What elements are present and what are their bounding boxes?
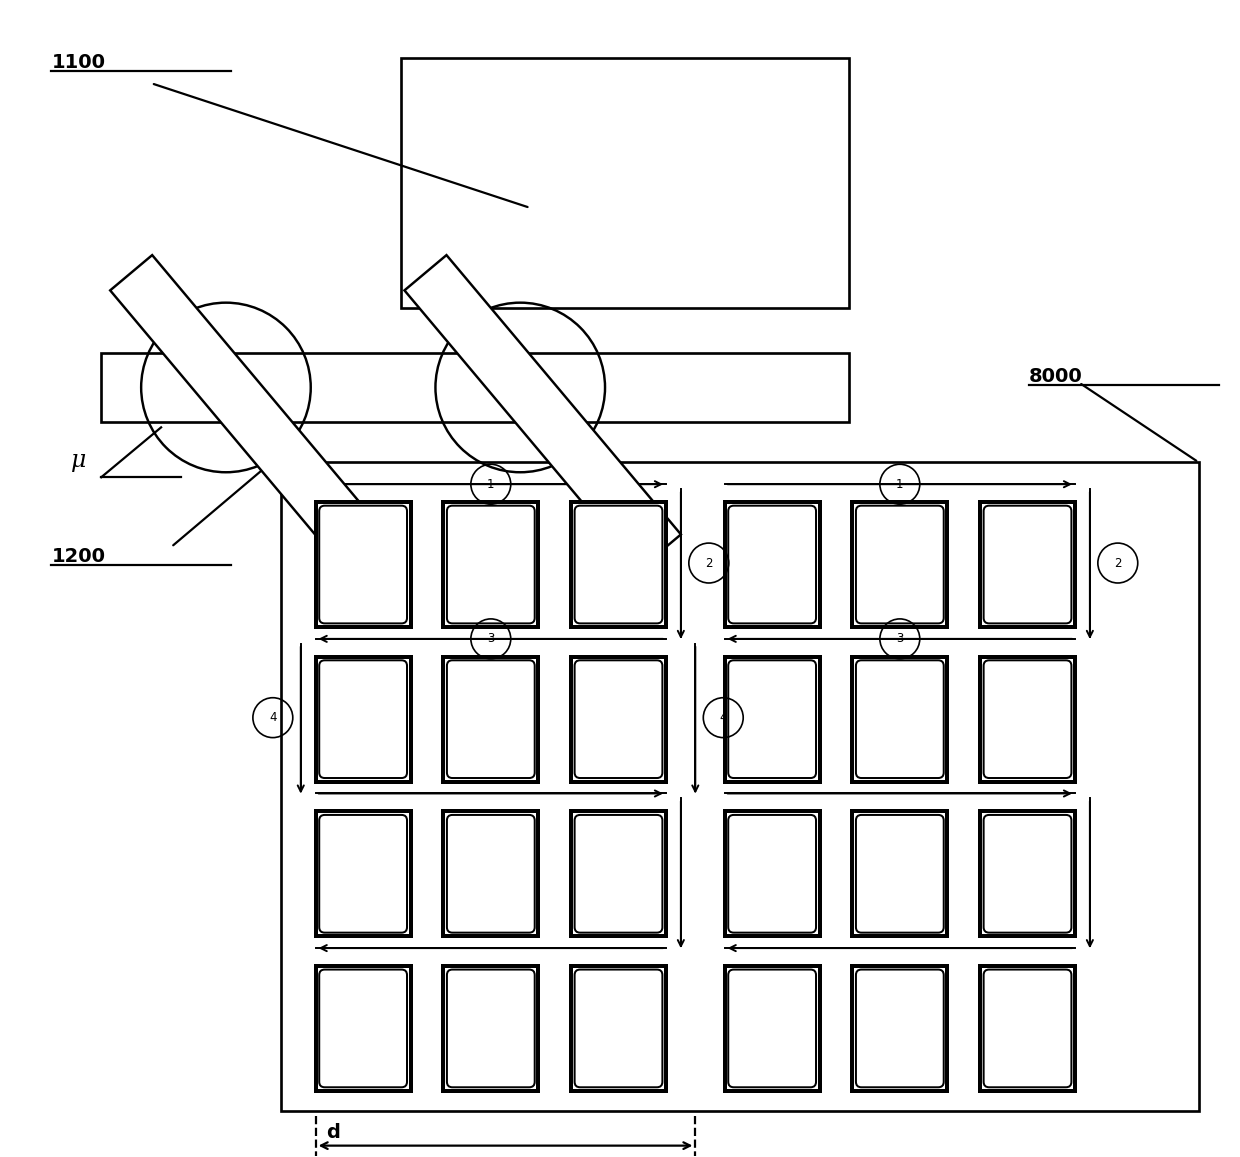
Bar: [316, 811, 410, 936]
Text: 1200: 1200: [51, 547, 105, 566]
Polygon shape: [404, 255, 681, 569]
Bar: [724, 811, 820, 936]
Bar: [444, 966, 538, 1091]
Bar: [401, 58, 849, 308]
Bar: [572, 657, 666, 781]
Bar: [316, 502, 410, 627]
Text: 1: 1: [487, 478, 495, 491]
Text: 4: 4: [719, 712, 727, 724]
Bar: [852, 811, 947, 936]
Bar: [724, 966, 820, 1091]
Bar: [852, 657, 947, 781]
Text: 3: 3: [897, 633, 904, 646]
Bar: [724, 657, 820, 781]
Text: 3: 3: [487, 633, 495, 646]
Bar: [852, 502, 947, 627]
Text: 8000: 8000: [1029, 368, 1083, 386]
Bar: [316, 966, 410, 1091]
Bar: [316, 657, 410, 781]
Bar: [572, 502, 666, 627]
Bar: [980, 657, 1075, 781]
Bar: [852, 966, 947, 1091]
Bar: [980, 502, 1075, 627]
Text: μ: μ: [72, 449, 87, 472]
Bar: [102, 353, 849, 422]
Text: 4: 4: [269, 712, 277, 724]
Bar: [280, 463, 1199, 1111]
Bar: [444, 657, 538, 781]
Bar: [444, 502, 538, 627]
Bar: [572, 966, 666, 1091]
Text: 2: 2: [706, 557, 713, 569]
Polygon shape: [110, 255, 387, 569]
Text: d: d: [326, 1122, 340, 1142]
Bar: [444, 811, 538, 936]
Bar: [572, 811, 666, 936]
Text: 1100: 1100: [51, 53, 105, 72]
Text: 1: 1: [897, 478, 904, 491]
Bar: [980, 966, 1075, 1091]
Bar: [980, 811, 1075, 936]
Text: 2: 2: [1114, 557, 1121, 569]
Bar: [724, 502, 820, 627]
